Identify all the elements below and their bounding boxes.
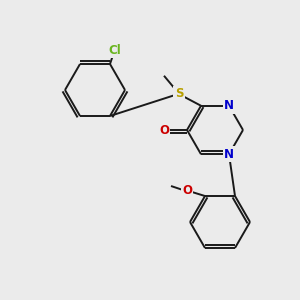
Text: N: N [224,148,234,161]
Text: Cl: Cl [109,44,122,56]
Text: S: S [175,87,183,100]
Text: O: O [159,124,169,136]
Text: O: O [182,184,192,196]
Text: N: N [224,99,234,112]
